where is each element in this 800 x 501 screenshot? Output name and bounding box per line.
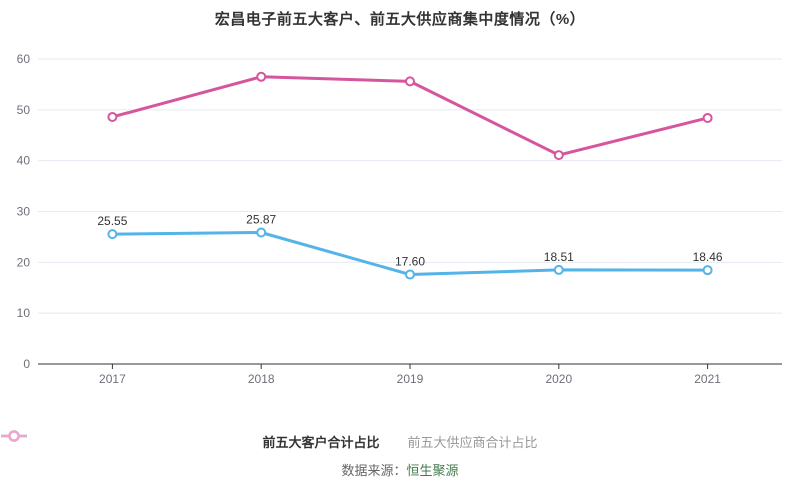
data-source-prefix: 数据来源： — [341, 463, 407, 478]
data-point-marker[interactable] — [256, 227, 267, 238]
data-point-label: 18.51 — [544, 250, 574, 264]
data-point-marker[interactable] — [702, 112, 713, 123]
data-point-marker[interactable] — [256, 71, 267, 82]
y-axis-tick-label: 60 — [17, 52, 31, 66]
data-point-marker[interactable] — [107, 111, 118, 122]
x-axis-tick-label: 2018 — [248, 372, 275, 386]
line-circle-marker-icon — [1, 430, 27, 442]
data-source-line: 数据来源：恒生聚源 — [0, 460, 800, 479]
y-axis-tick-label: 50 — [17, 103, 31, 117]
y-axis-tick-label: 20 — [17, 255, 31, 269]
data-point-marker[interactable] — [405, 76, 415, 87]
data-source-name: 恒生聚源 — [406, 463, 459, 478]
x-axis-tick-label: 2020 — [545, 372, 572, 386]
x-axis-tick-label: 2019 — [397, 372, 424, 386]
x-axis-tick-label: 2017 — [99, 372, 126, 386]
data-point-label: 17.60 — [395, 255, 425, 269]
chart-title: 宏昌电子前五大客户、前五大供应商集中度情况（%） — [214, 11, 586, 28]
data-point-marker[interactable] — [553, 150, 564, 161]
x-axis-tick-label: 2021 — [694, 372, 721, 386]
data-point-label: 25.87 — [246, 212, 276, 226]
series-line — [110, 75, 710, 157]
y-axis-tick-label: 0 — [23, 357, 30, 371]
legend-item-suppliers[interactable]: 前五大供应商合计占比 — [1, 430, 538, 451]
data-point-label: 25.55 — [97, 214, 127, 228]
data-point-label: 18.46 — [693, 250, 723, 264]
y-axis-tick-label: 30 — [17, 205, 31, 219]
chart-plot-area: 0 10 20 30 40 50 60 2017 2018 2019 2020 2021 25.55 25… — [17, 52, 782, 386]
legend-item-customers[interactable]: 前五大客户合计占比 — [1, 430, 380, 451]
legend-label-customers: 前五大客户合计占比 — [262, 434, 380, 450]
legend-label-suppliers: 前五大供应商合计占比 — [407, 434, 538, 450]
chart-legend: 前五大客户合计占比 前五大供应商合计占比 — [0, 430, 800, 452]
data-point-marker[interactable] — [702, 265, 713, 276]
data-point-marker[interactable] — [553, 264, 564, 275]
data-point-marker[interactable] — [107, 229, 118, 240]
data-point-marker[interactable] — [405, 269, 415, 280]
y-axis-tick-label: 10 — [17, 306, 31, 320]
y-axis-tick-label: 40 — [17, 154, 31, 168]
